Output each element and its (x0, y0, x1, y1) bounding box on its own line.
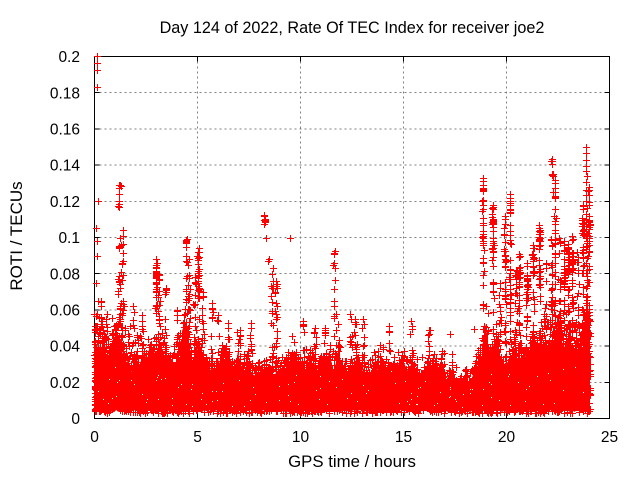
svg-text:0: 0 (71, 411, 80, 428)
svg-text:0.08: 0.08 (50, 266, 80, 283)
svg-text:0: 0 (90, 429, 99, 446)
svg-text:25: 25 (601, 429, 618, 446)
svg-text:0.12: 0.12 (50, 194, 80, 211)
svg-text:0.1: 0.1 (58, 230, 80, 247)
svg-text:10: 10 (292, 429, 310, 446)
svg-text:0.16: 0.16 (50, 122, 80, 139)
svg-text:20: 20 (498, 429, 516, 446)
svg-text:GPS time / hours: GPS time / hours (288, 452, 416, 471)
svg-text:15: 15 (395, 429, 412, 446)
svg-text:ROTI / TECUs: ROTI / TECUs (7, 181, 26, 290)
svg-text:5: 5 (193, 429, 202, 446)
svg-text:0.06: 0.06 (50, 303, 80, 320)
svg-text:Day 124 of 2022, Rate Of TEC I: Day 124 of 2022, Rate Of TEC Index for r… (160, 19, 545, 37)
svg-text:0.2: 0.2 (58, 49, 80, 66)
svg-text:0.02: 0.02 (50, 375, 80, 392)
svg-text:0.04: 0.04 (50, 339, 81, 356)
svg-text:0.18: 0.18 (50, 85, 80, 102)
svg-text:0.14: 0.14 (50, 158, 81, 175)
